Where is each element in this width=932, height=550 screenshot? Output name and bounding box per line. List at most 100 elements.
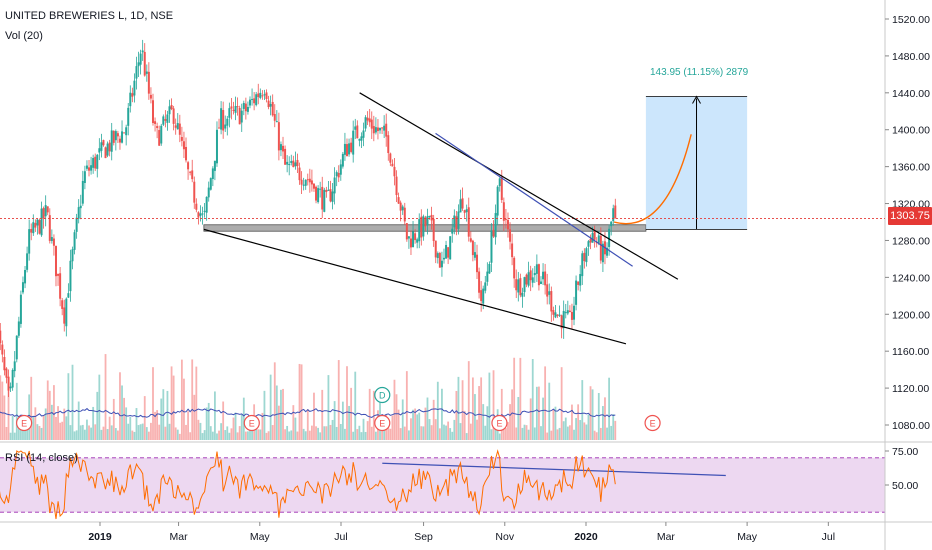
candle-body <box>478 271 481 293</box>
candle-body <box>496 186 499 216</box>
candle-body <box>401 206 404 211</box>
candle-body <box>57 273 60 276</box>
volume-bar <box>81 424 84 440</box>
candle-body <box>257 93 260 98</box>
candle-body <box>476 254 479 273</box>
candle-body <box>583 252 586 262</box>
candle-body <box>374 127 377 133</box>
candle-body <box>114 131 117 141</box>
candle-body <box>187 162 190 170</box>
candle-body <box>461 198 464 209</box>
candle-body <box>104 147 107 159</box>
candle-body <box>389 153 392 163</box>
candle-body <box>69 260 72 292</box>
candle-body <box>261 95 264 97</box>
volume-bar <box>3 395 6 440</box>
time-tick-label: May <box>737 531 758 543</box>
candle-body <box>90 165 93 171</box>
volume-bar <box>405 371 408 440</box>
candle-body <box>61 300 64 309</box>
candle-body <box>170 105 173 110</box>
volume-bar <box>449 428 452 440</box>
candle-body <box>521 292 524 297</box>
volume-bar <box>533 427 536 440</box>
candle-body <box>267 100 270 108</box>
candle-body <box>422 216 425 237</box>
candle-body <box>118 138 121 143</box>
candle-body <box>63 307 66 324</box>
candle-body <box>480 290 483 302</box>
candle-body <box>482 288 485 304</box>
candle-body <box>52 238 55 246</box>
volume-bar <box>282 388 284 440</box>
volume-bar <box>337 360 340 440</box>
volume-bar <box>476 419 478 440</box>
candle-body <box>253 98 256 104</box>
candle-body <box>224 124 227 129</box>
volume-bar <box>211 431 214 440</box>
candle-body <box>327 189 330 191</box>
volume-bar <box>550 430 553 440</box>
candle-body <box>30 229 33 233</box>
candle-body <box>102 140 105 146</box>
candle-body <box>395 176 398 196</box>
price-tick-label: 1160.00 <box>892 346 929 358</box>
time-tick-label: Jul <box>822 531 835 543</box>
volume-bar <box>284 429 286 440</box>
volume-bar <box>443 424 445 440</box>
candle-body <box>54 245 57 277</box>
candle-body <box>364 117 367 129</box>
volume-bar <box>112 398 115 440</box>
candle-body <box>294 162 297 167</box>
volume-bar <box>393 379 396 440</box>
volume-bar <box>531 359 534 440</box>
time-tick-label: Mar <box>170 531 189 543</box>
volume-bar <box>579 420 582 440</box>
volume-bar <box>587 414 590 440</box>
volume-bar <box>201 433 204 440</box>
candle-body <box>575 280 578 305</box>
volume-bar <box>480 377 483 440</box>
volume-bar <box>568 425 571 440</box>
volume-bar <box>465 433 468 440</box>
price-pane <box>0 0 885 440</box>
candle-body <box>7 376 10 391</box>
candle-body <box>614 205 617 219</box>
candle-body <box>172 108 175 124</box>
volume-bar <box>401 399 404 440</box>
candle-body <box>230 106 233 109</box>
volume-bar <box>189 432 192 440</box>
volume-bar <box>527 429 530 440</box>
volume-bar <box>57 406 59 440</box>
candle-body <box>164 119 167 121</box>
candle-body <box>112 130 115 143</box>
volume-bar <box>591 389 594 440</box>
time-tick-label: Jul <box>334 531 347 543</box>
volume-bar <box>311 425 313 440</box>
candle-body <box>469 238 472 242</box>
candle-body <box>125 127 128 136</box>
volume-bar <box>554 406 557 440</box>
candle-body <box>44 205 47 217</box>
candle-body <box>562 310 565 329</box>
trendline-rsi-trendline <box>382 462 726 477</box>
volume-bar <box>216 433 218 440</box>
candle-body <box>96 154 99 169</box>
volume-bar <box>61 421 64 440</box>
trendline-lower-support <box>203 228 627 345</box>
time-tick-label: 2019 <box>88 531 112 543</box>
price-tick-label: 1240.00 <box>892 272 930 284</box>
candle-body <box>108 142 111 152</box>
volume-bar <box>403 426 406 440</box>
volume-bar <box>236 432 239 440</box>
candle-body <box>222 110 225 131</box>
volume-bar <box>168 423 171 440</box>
volume-bar <box>143 396 146 440</box>
volume-bar <box>32 416 35 440</box>
rsi-line <box>0 449 616 520</box>
volume-bar <box>71 364 74 440</box>
candle-body <box>409 238 412 248</box>
candle-body <box>174 125 177 128</box>
candle-body <box>178 123 181 135</box>
